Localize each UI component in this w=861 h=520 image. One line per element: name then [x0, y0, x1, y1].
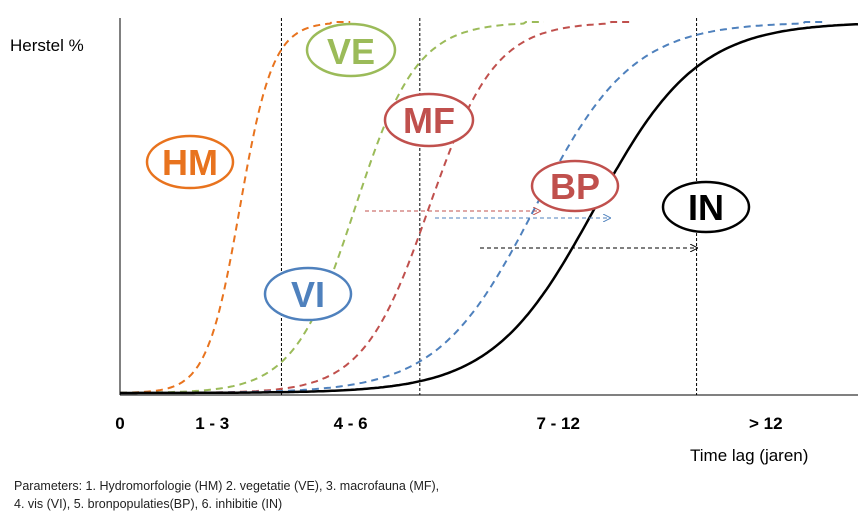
bubble-in: IN: [661, 180, 751, 234]
bubble-vi: VI: [263, 266, 353, 322]
x-tick-label: > 12: [748, 414, 783, 433]
x-tick-label: 1 - 3: [195, 414, 230, 433]
series-line-ve: [120, 21, 544, 394]
bubble-mf-label: MF: [403, 100, 455, 141]
x-tick-label: 7 - 12: [536, 414, 580, 433]
bubble-hm: HM: [145, 134, 235, 190]
x-tick-label: 4 - 6: [333, 414, 368, 433]
x-tick-label: 0: [115, 414, 125, 433]
bubble-hm-label: HM: [162, 142, 218, 183]
bubble-mf: MF: [383, 92, 475, 148]
bubble-ve-label: VE: [327, 31, 375, 72]
x-axis-title: Time lag (jaren): [690, 446, 809, 465]
bubble-ve: VE: [305, 22, 397, 78]
y-axis-label: Herstel %: [10, 36, 84, 55]
bubble-in-label: IN: [688, 187, 724, 228]
bubble-bp: BP: [530, 159, 620, 213]
caption-line-2: 4. vis (VI), 5. bronpopulaties(BP), 6. i…: [14, 497, 283, 511]
series-line-mf: [120, 21, 630, 394]
caption-line-1: Parameters: 1. Hydromorfologie (HM) 2. v…: [14, 479, 440, 493]
series-line-in: [120, 22, 859, 395]
bubble-bp-label: BP: [550, 166, 600, 207]
bubble-vi-label: VI: [291, 274, 325, 315]
series-line-hm: [120, 21, 351, 394]
